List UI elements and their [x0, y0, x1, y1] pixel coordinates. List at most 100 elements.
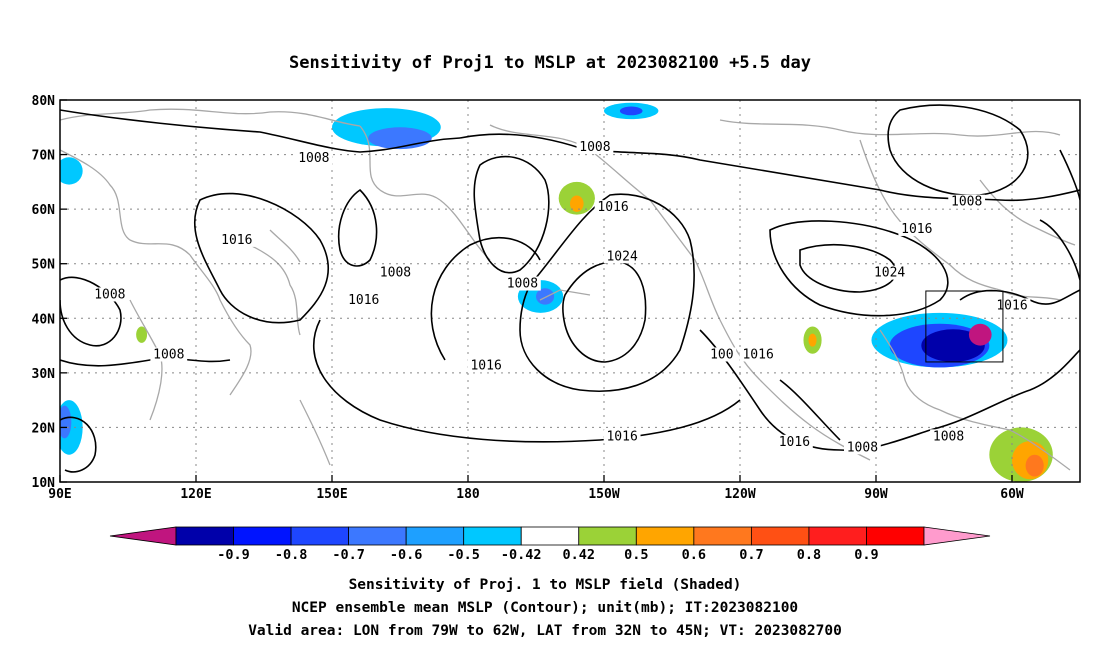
- colorbar-box-8: [635, 526, 695, 546]
- colorbar-label-2: -0.7: [332, 547, 365, 563]
- colorbar-label-11: 0.9: [854, 547, 878, 563]
- coastlines: [60, 108, 1076, 471]
- contour-label-bg-13: [150, 347, 188, 362]
- colorbar-label-8: 0.6: [682, 547, 706, 563]
- caption-line-1: NCEP ensemble mean MSLP (Contour); unit(…: [292, 600, 798, 616]
- contour-label-bg-11: [91, 287, 129, 302]
- shading-blob-4: [60, 157, 83, 185]
- colorbar-label-9: 0.7: [739, 547, 763, 563]
- contour-label-bg-1: [576, 140, 614, 155]
- contour-label-bg-6: [377, 265, 414, 280]
- contour-label-bg-8: [871, 265, 908, 280]
- lon-tick-label-1: 120E: [180, 487, 211, 502]
- lat-tick-label-0: 80N: [32, 94, 56, 109]
- contour-label-2: 1008: [951, 195, 982, 210]
- contour-label-4: 1016: [901, 222, 932, 237]
- colorbar-left-triangle: [109, 526, 177, 546]
- shading-blob-10: [570, 195, 584, 212]
- colorbar-label-5: -0.42: [501, 547, 542, 563]
- contour-label-bg-3: [594, 200, 632, 215]
- contour-label-3: 1016: [597, 200, 628, 215]
- shading-blob-1: [368, 127, 432, 150]
- lon-tick-label-4: 150W: [588, 487, 619, 502]
- contour-label-15: 100: [710, 347, 733, 362]
- contour-label-5: 1016: [221, 233, 252, 248]
- colorbar-box-4: [405, 526, 465, 546]
- shading-blob-13: [808, 333, 817, 347]
- shading-blob-16: [921, 329, 985, 362]
- lat-tick-label-1: 70N: [32, 149, 56, 164]
- colorbar-box-11: [808, 526, 867, 546]
- lon-tick-label-5: 120W: [724, 487, 755, 502]
- contour-label-bg-9: [504, 276, 541, 291]
- contour-label-11: 1008: [94, 287, 125, 302]
- contour-label-bg-2: [948, 194, 986, 209]
- colorbar: -0.9 -0.8 -0.7 -0.6 -0.5 -0.42 0.42 0.5 0.6 0.7 0.…: [109, 526, 991, 563]
- contour-label-bg-14: [739, 347, 777, 362]
- caption-line-0: Sensitivity of Proj. 1 to MSLP field (Sh…: [349, 577, 742, 593]
- sensitivity-shading: [60, 102, 1053, 482]
- shading-blob-11: [136, 326, 148, 343]
- axis-ticks: 90E 120E 150E 180 150W 120W 90W 60W 80N 70N 60N 50N…: [32, 94, 1024, 502]
- contour-label-9: 1008: [507, 277, 538, 292]
- contour-labels: 1008100810081016101610161008102410241008…: [91, 140, 1031, 455]
- colorbar-label-3: -0.6: [390, 547, 423, 563]
- contour-label-bg-18: [776, 434, 813, 449]
- caption: Sensitivity of Proj. 1 to MSLP field (Sh…: [248, 577, 842, 639]
- colorbar-box-6: [520, 526, 580, 546]
- colorbar-label-4: -0.5: [447, 547, 480, 563]
- mslp-contours: [60, 104, 1080, 473]
- lon-tick-label-0: 90E: [48, 487, 71, 502]
- shading-blob-20: [1025, 454, 1044, 477]
- valid-area-box: [925, 290, 1004, 363]
- shading-blob-6: [60, 405, 72, 439]
- contour-label-13: 1008: [153, 347, 184, 362]
- lon-tick-label-7: 60W: [1000, 487, 1024, 502]
- graticule: [60, 100, 1080, 482]
- lat-tick-label-5: 30N: [32, 367, 56, 382]
- lon-tick-label-2: 150E: [316, 487, 347, 502]
- contour-label-bg-17: [603, 429, 641, 444]
- contour-label-14: 1016: [742, 347, 773, 362]
- colorbar-box-0: [175, 526, 234, 546]
- colorbar-right-triangle: [923, 526, 991, 546]
- lat-tick-label-4: 40N: [32, 312, 56, 327]
- map-title: Sensitivity of Proj1 to MSLP at 20230821…: [289, 53, 811, 73]
- contour-label-10: 1016: [348, 293, 379, 308]
- contour-label-17: 1016: [606, 429, 637, 444]
- contour-label-bg-16: [467, 358, 505, 373]
- colorbar-label-0: -0.9: [217, 547, 250, 563]
- colorbar-box-9: [693, 526, 752, 546]
- lon-tick-label-6: 90W: [864, 487, 888, 502]
- colorbar-label-10: 0.8: [797, 547, 821, 563]
- colorbar-box-7: [578, 526, 637, 546]
- shading-blob-3: [619, 106, 643, 116]
- contour-label-19: 1008: [933, 429, 964, 444]
- shading-blob-17: [968, 323, 992, 346]
- contour-label-18: 1016: [779, 435, 810, 450]
- lat-tick-label-2: 60N: [32, 203, 56, 218]
- contour-label-bg-5: [218, 232, 256, 247]
- colorbar-box-1: [233, 526, 292, 546]
- contour-label-6: 1008: [380, 266, 411, 281]
- colorbar-box-5: [463, 526, 522, 546]
- colorbar-label-7: 0.5: [624, 547, 648, 563]
- contour-label-bg-7: [603, 249, 641, 264]
- contour-label-bg-19: [930, 429, 967, 444]
- colorbar-box-10: [750, 526, 810, 546]
- contour-label-bg-20: [844, 440, 881, 455]
- colorbar-box-2: [290, 526, 350, 546]
- lat-tick-label-7: 10N: [32, 476, 56, 491]
- contour-label-12: 1016: [996, 298, 1027, 313]
- colorbar-label-1: -0.8: [275, 547, 308, 563]
- contour-label-7: 1024: [606, 249, 637, 264]
- contour-label-bg-15: [707, 347, 737, 362]
- colorbar-label-6: 0.42: [563, 547, 596, 563]
- lon-tick-label-3: 180: [456, 487, 480, 502]
- contour-label-8: 1024: [874, 266, 905, 281]
- contour-label-bg-10: [345, 292, 383, 307]
- contour-label-bg-0: [295, 151, 333, 166]
- map-background: [60, 100, 1080, 482]
- colorbar-box-12: [866, 526, 925, 546]
